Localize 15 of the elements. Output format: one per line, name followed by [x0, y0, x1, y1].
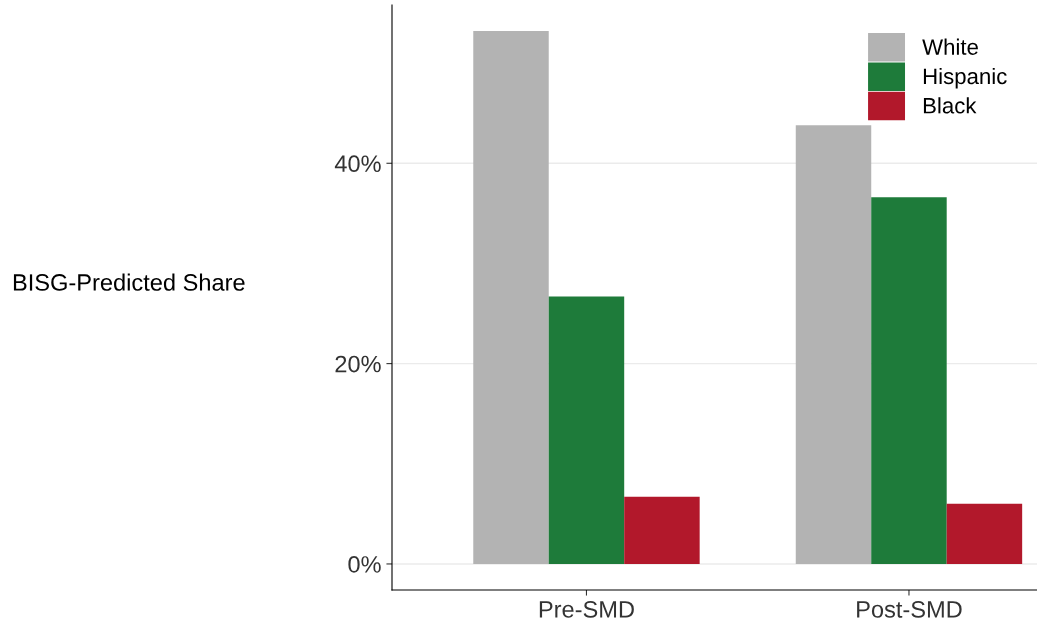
bar: [871, 197, 947, 564]
bar: [548, 296, 625, 564]
x-tick-label: Pre-SMD: [539, 601, 634, 618]
y-tick-label: 40%: [334, 155, 381, 173]
legend-label: Black: [923, 97, 977, 114]
bar: [946, 503, 1023, 564]
x-tick-label: Post-SMD: [857, 601, 962, 618]
bar: [795, 125, 872, 564]
y-tick-label: 0%: [348, 556, 381, 573]
y-axis-title: BISG-Predicted Share: [13, 273, 245, 291]
legend-label: Hispanic: [923, 67, 1007, 89]
legend-label: White: [922, 38, 978, 55]
bar: [473, 31, 549, 564]
y-tick-label: 20%: [335, 355, 381, 373]
bar: [624, 496, 700, 564]
